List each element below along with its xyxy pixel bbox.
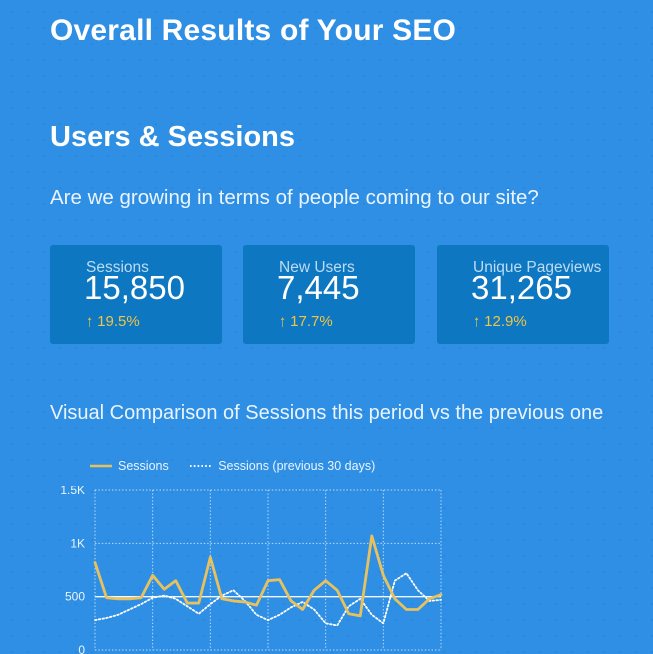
svg-text:1.5K: 1.5K	[60, 486, 85, 497]
svg-text:1K: 1K	[70, 536, 85, 550]
svg-text:500: 500	[65, 590, 85, 604]
svg-text:0: 0	[78, 643, 85, 654]
